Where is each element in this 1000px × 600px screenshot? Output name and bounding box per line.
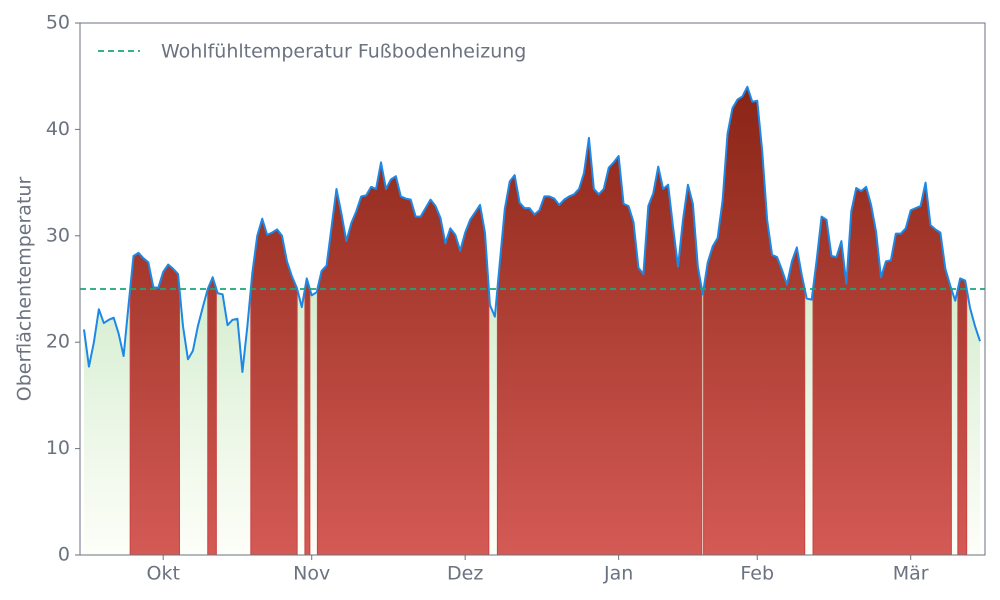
area-above: [957, 277, 968, 556]
area-above: [703, 85, 806, 556]
temperature-line: [83, 85, 981, 373]
x-tick-label: Okt: [146, 563, 179, 585]
y-tick-label: 20: [46, 331, 70, 353]
x-tick-label: Feb: [740, 563, 774, 585]
x-tick-label: Mär: [893, 563, 929, 585]
y-tick-label: 30: [46, 224, 70, 246]
y-tick-label: 0: [58, 544, 70, 566]
area-above: [496, 137, 703, 556]
x-tick-label: Nov: [293, 563, 330, 585]
x-tick-label: Jan: [603, 563, 633, 585]
area-above: [129, 252, 180, 556]
area-above: [207, 275, 217, 556]
y-axis-label: Oberflächentemperatur: [14, 177, 36, 402]
x-tick-label: Dez: [447, 563, 483, 585]
y-tick-label: 40: [46, 118, 70, 140]
y-tick-label: 10: [46, 437, 70, 459]
y-tick-label: 50: [46, 12, 70, 34]
area-above: [304, 278, 311, 556]
area-above: [812, 182, 952, 556]
legend-label: Wohlfühltemperatur Fußbodenheizung: [161, 41, 526, 63]
plot-frame: [79, 22, 986, 556]
